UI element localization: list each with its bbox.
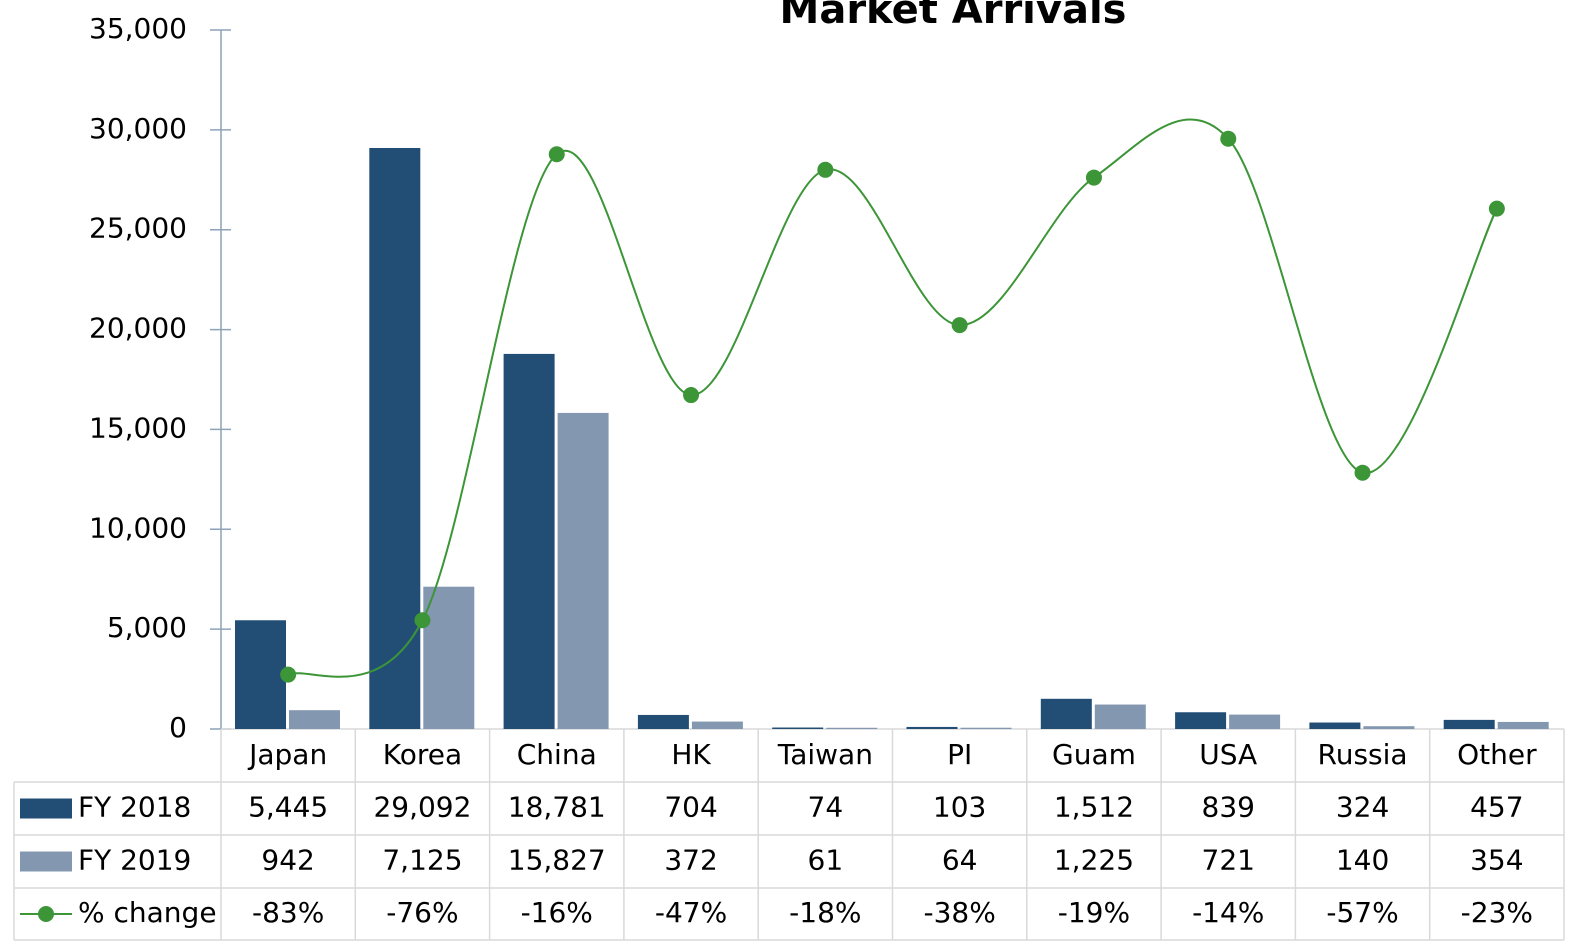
line-marker	[683, 387, 700, 404]
table-value: -23%	[1461, 896, 1533, 929]
x-tick-label: HK	[671, 738, 711, 771]
legend-label: FY 2019	[78, 844, 191, 877]
table-value: 15,827	[508, 844, 606, 877]
table-value: -47%	[655, 896, 727, 929]
table-value: -57%	[1326, 896, 1398, 929]
y-tick-label: 20,000	[89, 312, 187, 345]
line-marker	[1085, 169, 1102, 186]
bar	[906, 726, 958, 729]
y-tick-label: 0	[169, 711, 187, 744]
legend-swatch	[20, 798, 72, 819]
line-marker	[817, 161, 834, 178]
bar	[637, 714, 689, 729]
bar	[1497, 721, 1549, 729]
bar	[691, 721, 743, 729]
bar	[1175, 712, 1227, 729]
legend-label: FY 2018	[78, 791, 191, 824]
table-value: 839	[1202, 791, 1255, 824]
bar	[289, 710, 340, 729]
bar	[772, 727, 824, 729]
line-marker	[1488, 200, 1505, 217]
bar	[503, 353, 555, 729]
bar	[423, 586, 475, 729]
legend-label: % change	[78, 896, 217, 929]
y-tick-label: 10,000	[89, 511, 187, 544]
bar	[1094, 704, 1146, 729]
table-value: 74	[808, 791, 844, 824]
bar	[1229, 714, 1281, 729]
table-value: 29,092	[373, 791, 471, 824]
x-tick-label: Japan	[247, 738, 327, 771]
bar	[369, 147, 421, 729]
table-value: 5,445	[248, 791, 328, 824]
table-value: 324	[1336, 791, 1389, 824]
table-value: 721	[1202, 844, 1255, 877]
table-value: 354	[1470, 844, 1523, 877]
legend-swatch	[38, 906, 54, 922]
table-value: 64	[942, 844, 978, 877]
bar	[1443, 719, 1495, 729]
bar	[1309, 722, 1361, 729]
x-tick-label: PI	[947, 738, 972, 771]
table-value: -18%	[789, 896, 861, 929]
x-tick-label: Other	[1457, 738, 1537, 771]
legend-swatch	[20, 851, 72, 872]
chart-title: Market Arrivals	[780, 0, 1127, 33]
x-tick-label: USA	[1199, 738, 1257, 771]
y-tick-label: 25,000	[89, 212, 187, 245]
table-value: -83%	[252, 896, 324, 929]
x-tick-label: China	[517, 738, 597, 771]
table-value: 704	[664, 791, 717, 824]
table-value: 7,125	[382, 844, 462, 877]
y-tick-label: 30,000	[89, 112, 187, 145]
table-value: 942	[261, 844, 314, 877]
y-tick-label: 15,000	[89, 411, 187, 444]
x-tick-label: Taiwan	[777, 738, 873, 771]
table-value: 140	[1336, 844, 1389, 877]
line-marker	[280, 666, 297, 683]
x-tick-label: Korea	[383, 738, 462, 771]
table-value: 18,781	[508, 791, 606, 824]
line-marker	[548, 146, 565, 163]
bar	[1040, 698, 1092, 729]
x-tick-label: Guam	[1052, 738, 1136, 771]
bar	[826, 727, 878, 729]
table-value: 372	[664, 844, 717, 877]
table-value: -76%	[386, 896, 458, 929]
line-marker	[1354, 464, 1371, 481]
table-value: 103	[933, 791, 986, 824]
line-marker	[414, 612, 431, 629]
bar	[557, 412, 609, 729]
y-tick-label: 5,000	[107, 611, 187, 644]
bar	[235, 620, 286, 729]
table-value: -38%	[923, 896, 995, 929]
x-tick-label: Russia	[1318, 738, 1408, 771]
table-value: 457	[1470, 791, 1523, 824]
y-tick-label: 35,000	[89, 12, 187, 45]
line-marker	[1220, 130, 1237, 147]
table-value: 1,225	[1054, 844, 1134, 877]
table-value: 1,512	[1054, 791, 1134, 824]
table-value: -19%	[1058, 896, 1130, 929]
table-value: 61	[808, 844, 844, 877]
bar	[1363, 726, 1415, 729]
line-marker	[951, 317, 968, 334]
table-value: -16%	[521, 896, 593, 929]
line	[287, 118, 1498, 678]
table-value: -14%	[1192, 896, 1264, 929]
bar	[960, 727, 1012, 729]
